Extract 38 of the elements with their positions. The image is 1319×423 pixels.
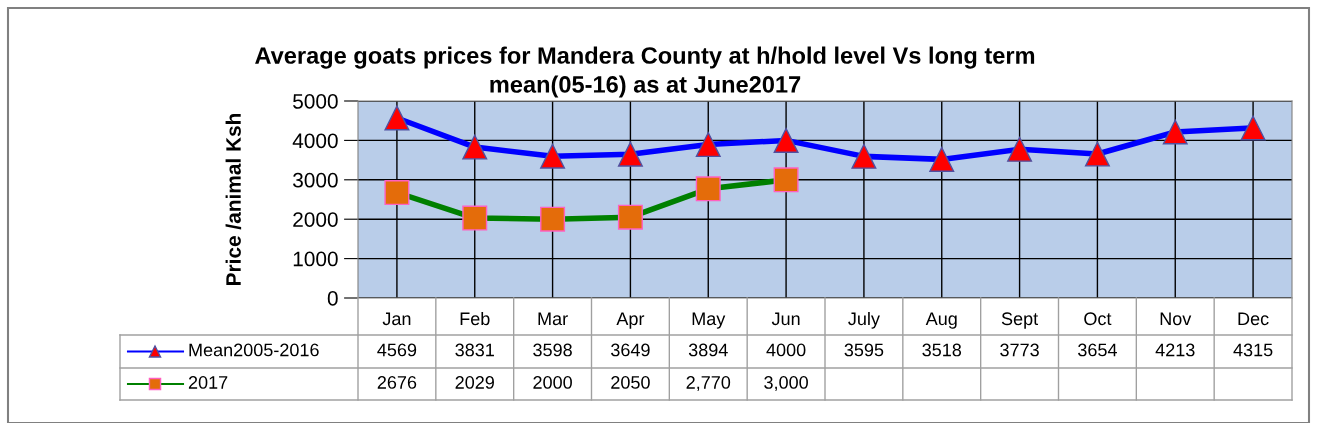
data-label: 3518 [922,343,962,357]
data-label: 3598 [533,343,572,357]
x-tick-label: Apr [616,312,645,329]
legend-label: 2017 [188,376,228,389]
x-tick-label: Oct [1084,312,1112,326]
data-label: 3595 [844,343,884,357]
x-tick-label: May [692,312,726,329]
data-label: 3,000 [764,376,808,391]
y-tick-label: 4000 [292,133,338,149]
data-label: 2029 [455,376,494,389]
x-tick-label: Mar [538,312,568,326]
data-label: 3894 [688,343,728,357]
data-label: 4315 [1233,343,1273,357]
data-label: 2050 [611,376,650,389]
data-label: 2000 [533,376,572,389]
y-tick-label: 0 [327,291,338,306]
data-label: 4000 [766,343,806,357]
x-tick-label: Aug [925,312,957,329]
data-label: 2,770 [686,376,731,391]
x-tick-label: July [848,311,880,329]
x-tick-label: Jun [771,312,800,326]
data-label: 3773 [1000,343,1039,357]
data-label: 3649 [611,343,650,357]
x-tick-label: Sept [1001,312,1039,329]
data-label: 4213 [1155,343,1195,357]
y-axis-title: Price /animal Ksh [225,113,242,285]
data-label: 2676 [377,376,417,389]
legend-label: Mean2005-2016 [189,343,319,357]
data-label: 3831 [455,343,494,357]
data-label: 3654 [1078,343,1117,357]
data-label: 4569 [377,343,417,357]
x-tick-label: Jan [382,312,411,326]
x-tick-label: Feb [460,311,490,326]
y-tick-label: 3000 [293,172,338,188]
x-tick-label: Dec [1238,312,1269,326]
x-tick-label: Nov [1160,312,1192,326]
y-tick-label: 2000 [293,212,338,227]
y-tick-label: 1000 [293,251,338,267]
